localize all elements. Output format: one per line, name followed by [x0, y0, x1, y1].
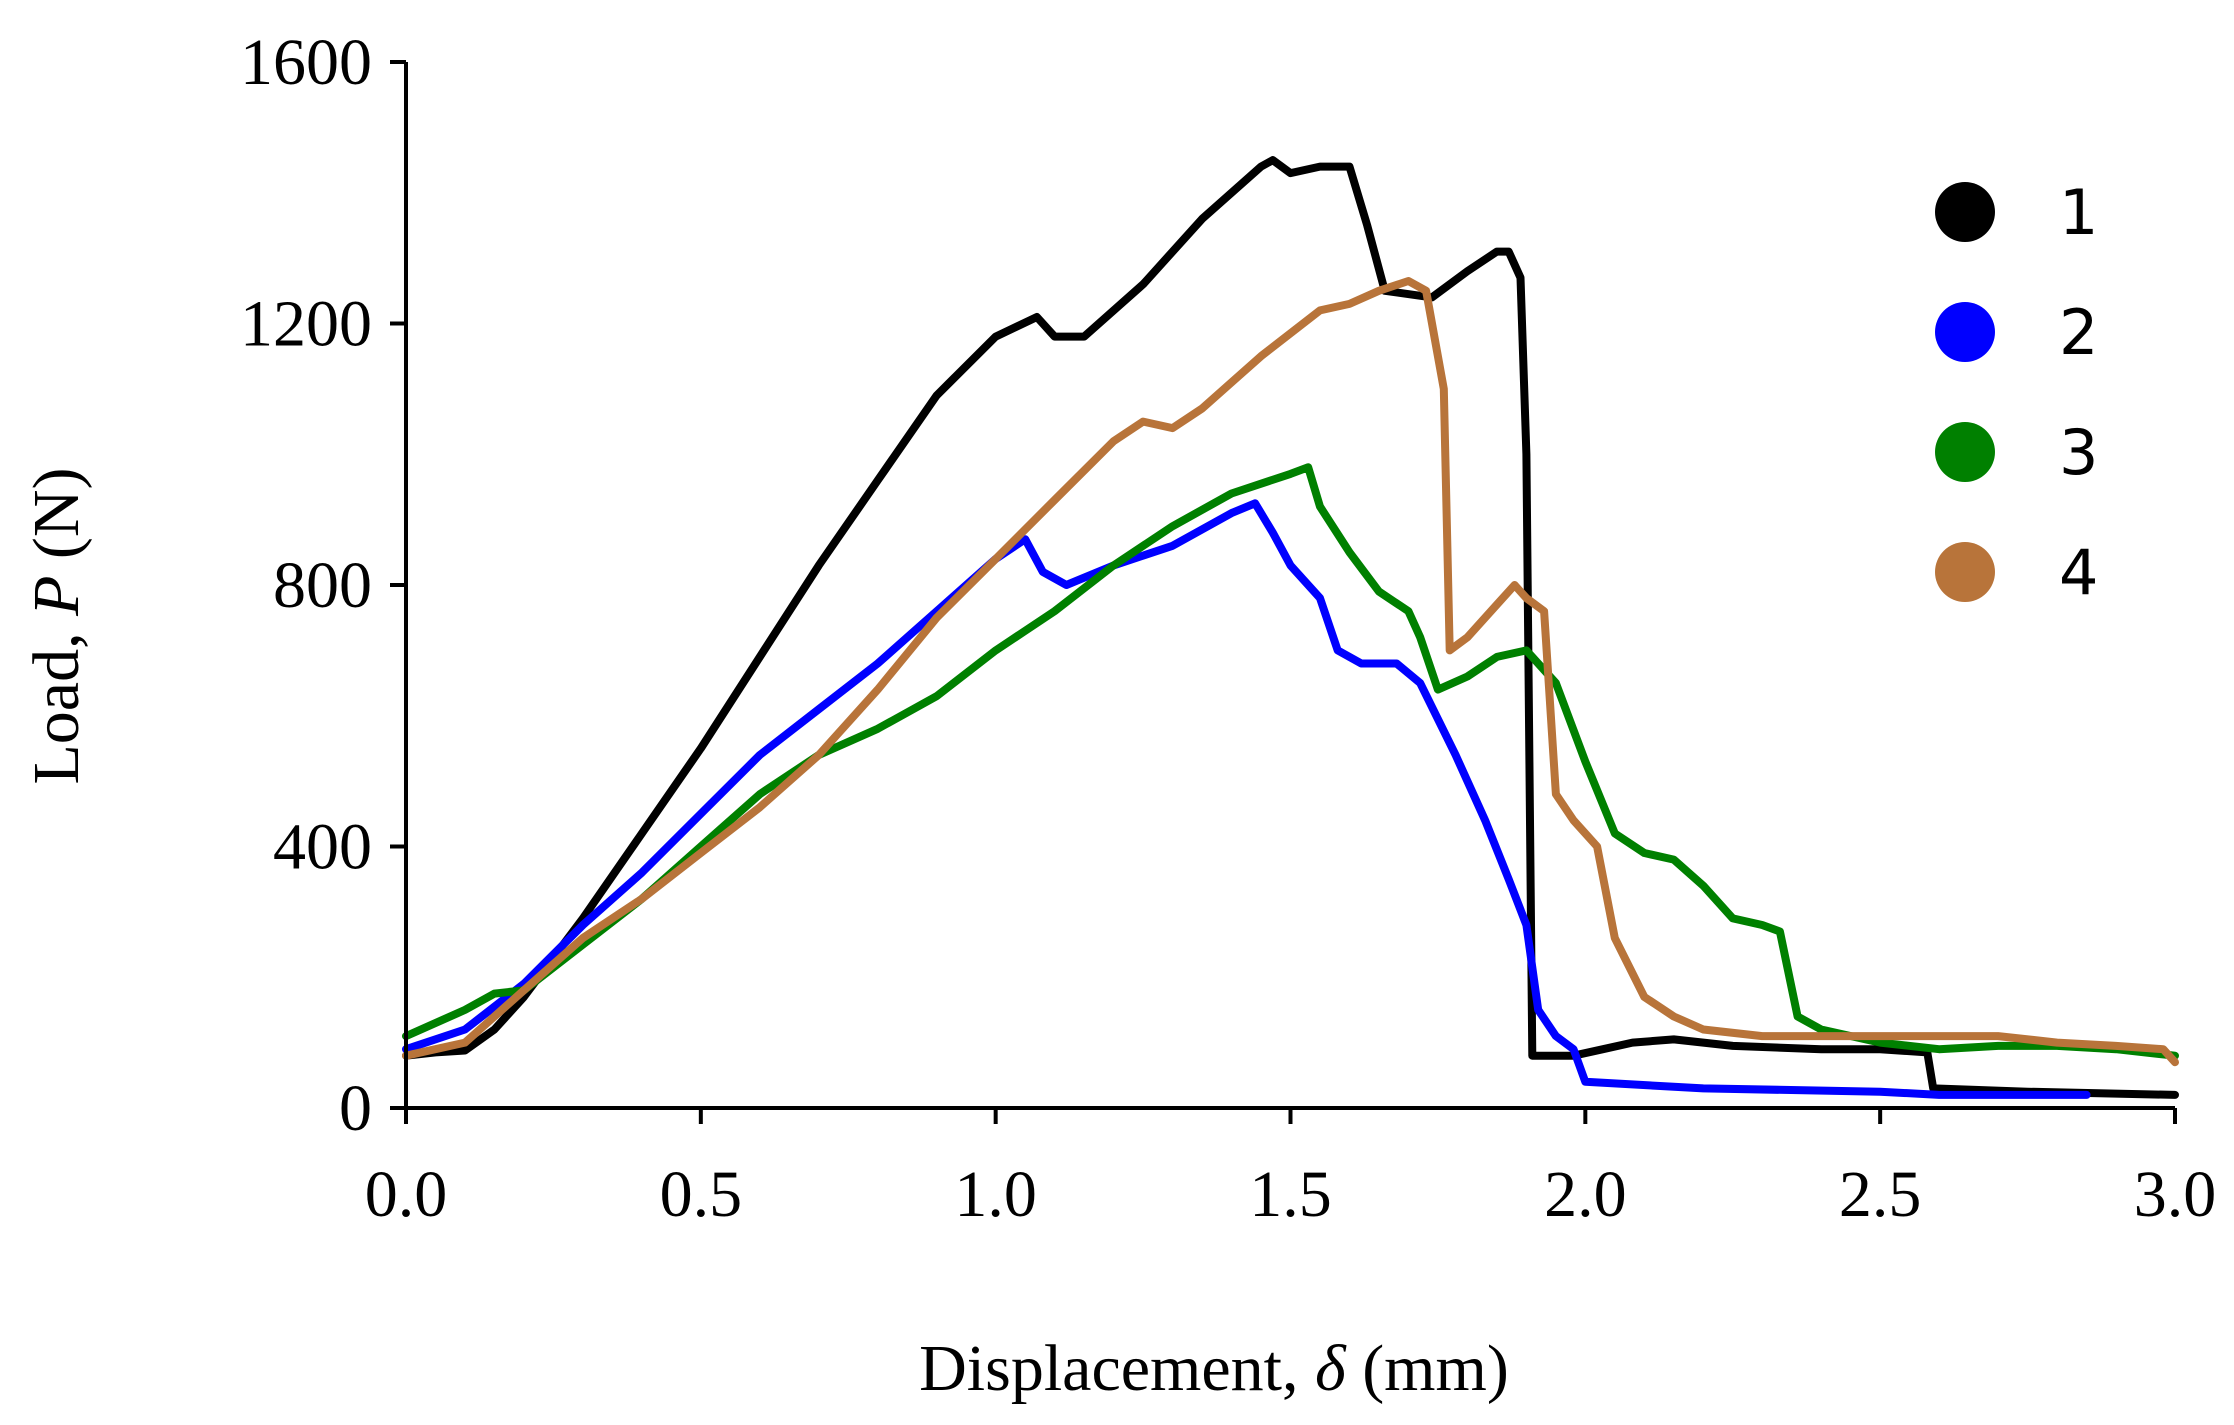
legend-label-4: 4	[2059, 536, 2098, 609]
series-2-line	[402, 499, 2091, 1099]
series-1-line	[402, 156, 2179, 1099]
y-axis-title-suffix: (N)	[20, 467, 93, 575]
x-tick-label: 0.5	[660, 1158, 743, 1231]
legend-marker-4	[1935, 542, 1995, 602]
y-tick-label: 400	[273, 811, 372, 884]
legend-label-3: 3	[2059, 416, 2098, 489]
y-axis-title: Load, P (N)	[20, 467, 93, 784]
x-tick-label: 2.0	[1544, 1158, 1627, 1231]
legend-marker-3	[1935, 422, 1995, 482]
y-tick-label: 1200	[240, 288, 372, 361]
axes	[404, 62, 2175, 1110]
x-tick-label: 1.0	[954, 1158, 1037, 1231]
x-axis-title-suffix: (mm)	[1346, 1332, 1509, 1405]
x-tick-label: 0.0	[365, 1158, 448, 1231]
x-tick-label: 2.5	[1839, 1158, 1922, 1231]
series-3-line	[402, 463, 2179, 1060]
tick-labels: 0 400 800 1200 1600 0.0 0.5 1.0 1.5 2.0 2.5 3.0	[240, 26, 2216, 1231]
legend-label-2: 2	[2059, 296, 2098, 369]
x-axis-title-symbol: δ	[1315, 1332, 1347, 1405]
legend-marker-1	[1935, 182, 1995, 242]
legend: 1 2 3 4	[1935, 176, 2098, 609]
x-tick-label: 1.5	[1249, 1158, 1332, 1231]
legend-label-1: 1	[2059, 176, 2098, 249]
x-axis-title: Displacement, δ (mm)	[919, 1332, 1509, 1405]
x-axis-title-prefix: Displacement,	[919, 1332, 1315, 1405]
y-tick-label: 0	[339, 1072, 372, 1145]
legend-marker-2	[1935, 302, 1995, 362]
y-tick-label: 1600	[240, 26, 372, 99]
y-axis-title-symbol: P	[20, 576, 93, 617]
x-tick-label: 3.0	[2134, 1158, 2217, 1231]
plot-lines	[402, 156, 2179, 1099]
y-tick-label: 800	[273, 549, 372, 622]
series-4-line	[402, 277, 2179, 1067]
ticks	[390, 60, 2177, 1124]
y-axis-title-prefix: Load,	[20, 616, 93, 785]
